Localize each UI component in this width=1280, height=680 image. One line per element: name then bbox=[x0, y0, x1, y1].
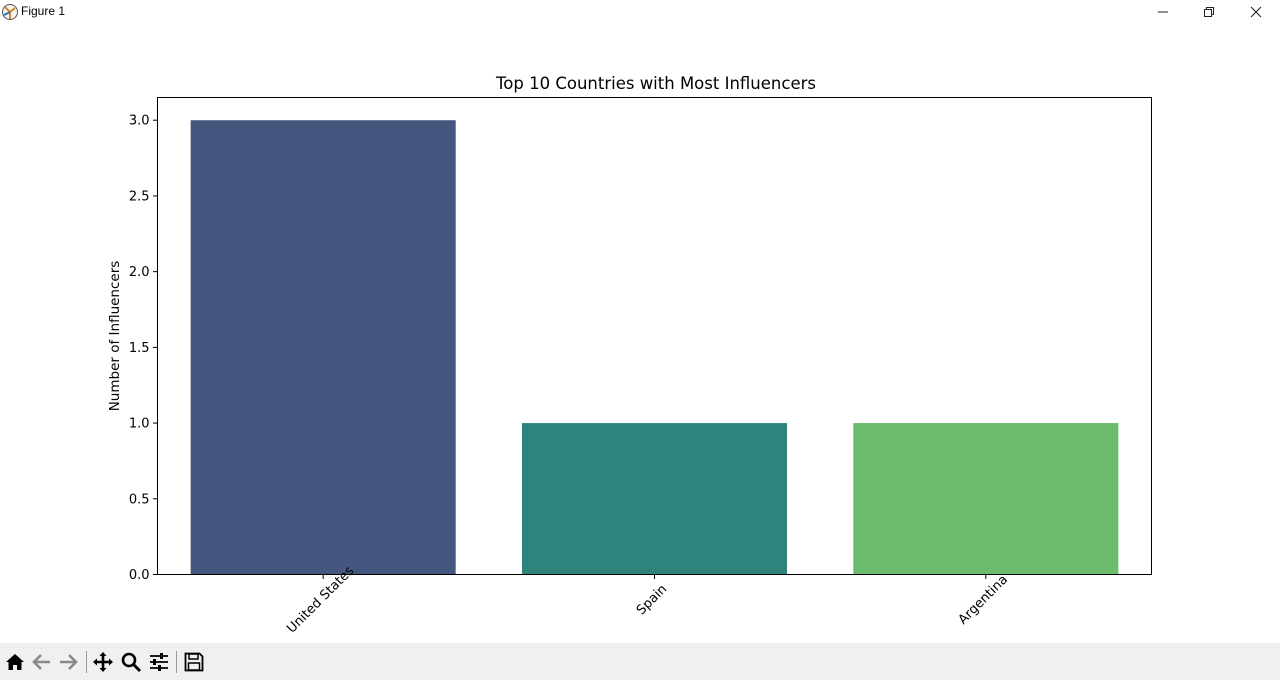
bar-spain bbox=[521, 423, 788, 575]
pan-button[interactable] bbox=[91, 651, 115, 673]
toolbar-separator bbox=[86, 651, 87, 673]
back-arrow-icon bbox=[32, 654, 50, 670]
bars-group bbox=[190, 120, 1119, 575]
close-button[interactable] bbox=[1233, 0, 1279, 24]
minimize-button[interactable] bbox=[1140, 0, 1186, 24]
y-tick-label: 0.5 bbox=[129, 492, 150, 507]
minimize-icon bbox=[1158, 11, 1168, 13]
restore-icon bbox=[1204, 7, 1214, 17]
navigation-toolbar bbox=[0, 643, 1280, 680]
y-tick-label: 1.0 bbox=[129, 417, 150, 432]
y-tick-label: 1.5 bbox=[129, 341, 150, 356]
configure-subplots-button[interactable] bbox=[147, 651, 171, 673]
y-tick-label: 2.0 bbox=[129, 265, 150, 280]
y-tick-label: 2.5 bbox=[129, 189, 150, 204]
move-icon bbox=[93, 652, 113, 672]
save-button[interactable] bbox=[182, 651, 206, 673]
home-button[interactable] bbox=[3, 651, 27, 673]
x-tick-label: Argentina bbox=[956, 572, 1011, 627]
chart-title: Top 10 Countries with Most Influencers bbox=[495, 74, 816, 93]
figure-canvas[interactable]: Top 10 Countries with Most Influencers N… bbox=[0, 24, 1280, 643]
close-icon bbox=[1250, 6, 1262, 18]
y-tick-label: 3.0 bbox=[129, 114, 150, 129]
zoom-button[interactable] bbox=[119, 651, 143, 673]
y-ticks-group: 0.0 0.5 1.0 1.5 2.0 2.5 3.0 bbox=[129, 114, 158, 583]
forward-arrow-icon bbox=[60, 654, 78, 670]
toolbar-separator bbox=[176, 651, 177, 673]
bar-argentina bbox=[853, 423, 1119, 575]
axes-frame bbox=[157, 97, 1152, 575]
window-titlebar: Figure 1 bbox=[0, 0, 1280, 24]
back-button[interactable] bbox=[30, 651, 54, 673]
window-title: Figure 1 bbox=[21, 4, 66, 18]
y-axis-label: Number of Influencers bbox=[107, 261, 123, 412]
restore-button[interactable] bbox=[1186, 0, 1232, 24]
magnifier-icon bbox=[121, 652, 142, 673]
x-tick-label: Spain bbox=[634, 582, 670, 618]
forward-button[interactable] bbox=[56, 651, 80, 673]
matplotlib-app-icon bbox=[2, 4, 18, 20]
bar-chart: Top 10 Countries with Most Influencers N… bbox=[107, 74, 1152, 636]
bar-united-states bbox=[190, 120, 456, 575]
home-icon bbox=[6, 654, 24, 670]
floppy-disk-icon bbox=[184, 652, 204, 672]
sliders-icon bbox=[150, 653, 168, 671]
y-tick-label: 0.0 bbox=[129, 568, 150, 583]
